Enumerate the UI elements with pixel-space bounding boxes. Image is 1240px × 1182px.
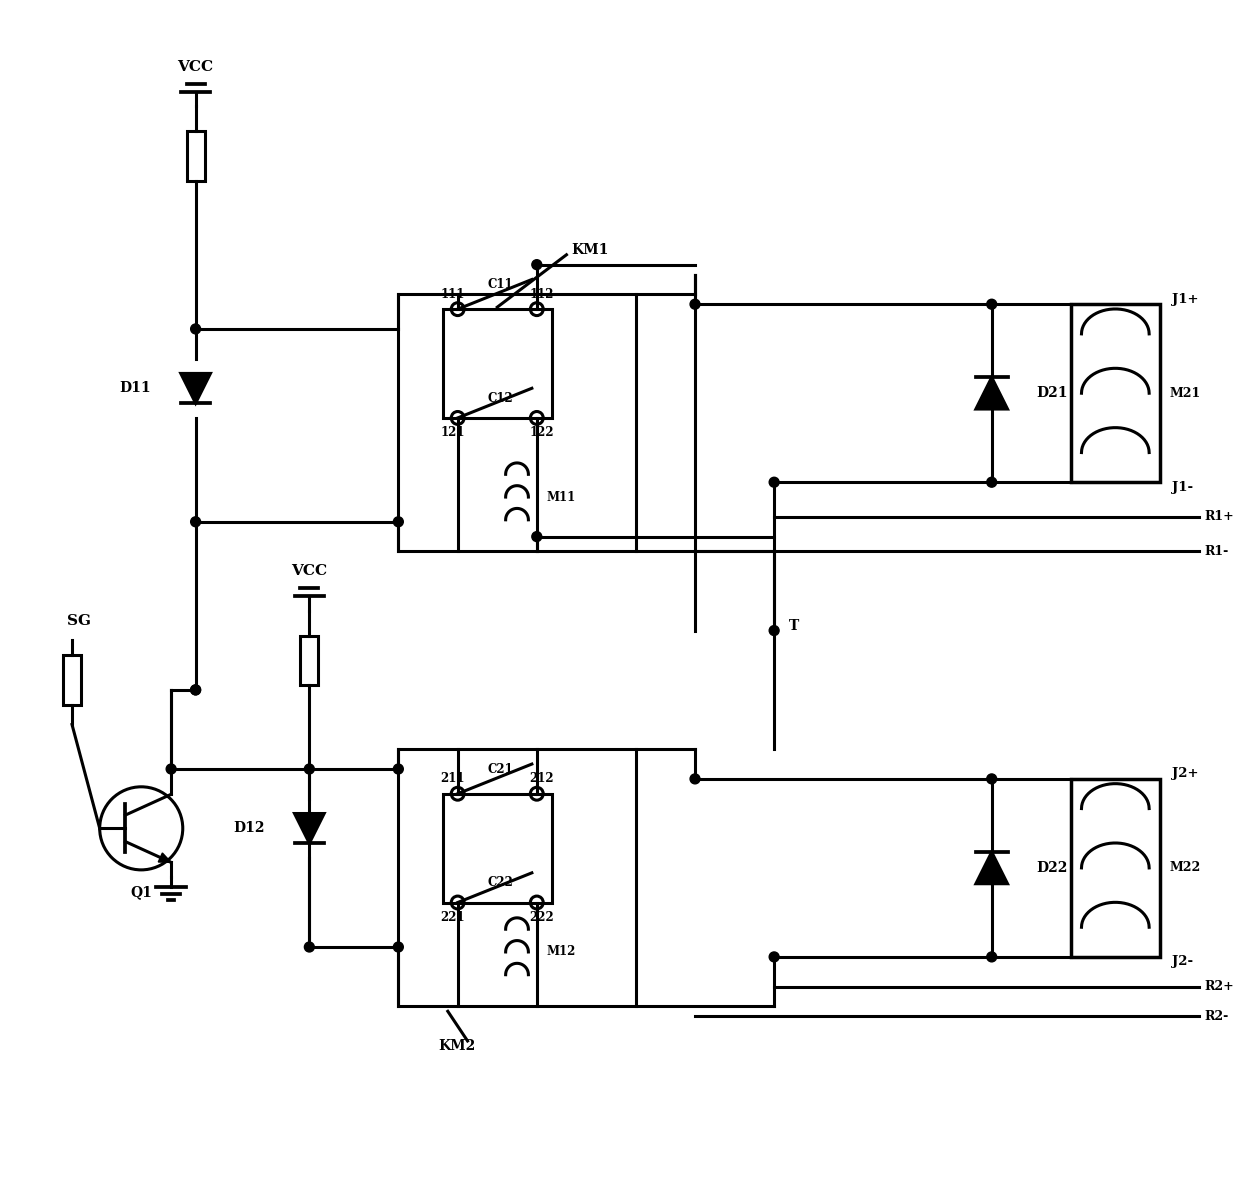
Text: KM1: KM1 bbox=[572, 242, 609, 256]
Text: Q1: Q1 bbox=[130, 885, 153, 900]
Text: J1+: J1+ bbox=[1172, 293, 1198, 306]
Circle shape bbox=[304, 764, 314, 774]
Circle shape bbox=[691, 299, 699, 310]
Text: 222: 222 bbox=[529, 911, 554, 924]
Text: D11: D11 bbox=[119, 382, 151, 395]
Polygon shape bbox=[181, 374, 211, 403]
Text: 121: 121 bbox=[440, 427, 465, 440]
Circle shape bbox=[769, 478, 779, 487]
Text: C21: C21 bbox=[487, 762, 513, 775]
Text: R1-: R1- bbox=[1204, 545, 1229, 558]
Text: 122: 122 bbox=[529, 427, 554, 440]
Circle shape bbox=[769, 625, 779, 636]
Text: M11: M11 bbox=[547, 491, 575, 504]
Text: J1-: J1- bbox=[1172, 481, 1193, 494]
Text: 112: 112 bbox=[529, 288, 554, 301]
Text: KM2: KM2 bbox=[438, 1039, 475, 1053]
Text: C11: C11 bbox=[487, 278, 513, 291]
Circle shape bbox=[393, 942, 403, 952]
Bar bbox=[300, 636, 319, 684]
Bar bbox=[1071, 304, 1159, 482]
Text: VCC: VCC bbox=[177, 60, 213, 73]
Circle shape bbox=[987, 952, 997, 962]
Circle shape bbox=[691, 774, 699, 784]
Circle shape bbox=[393, 764, 403, 774]
Circle shape bbox=[987, 478, 997, 487]
Circle shape bbox=[191, 324, 201, 333]
Text: 111: 111 bbox=[440, 288, 465, 301]
Text: D21: D21 bbox=[1037, 387, 1068, 401]
Circle shape bbox=[769, 952, 779, 962]
Text: C12: C12 bbox=[487, 391, 513, 404]
Circle shape bbox=[191, 684, 201, 695]
Polygon shape bbox=[976, 377, 1008, 409]
Bar bbox=[63, 655, 81, 704]
Text: C22: C22 bbox=[487, 876, 513, 889]
Circle shape bbox=[166, 764, 176, 774]
Text: 221: 221 bbox=[440, 911, 465, 924]
Bar bbox=[398, 749, 636, 1006]
Bar bbox=[1071, 779, 1159, 957]
Text: VCC: VCC bbox=[291, 564, 327, 578]
Polygon shape bbox=[976, 852, 1008, 884]
Text: R1+: R1+ bbox=[1204, 511, 1234, 524]
Text: 211: 211 bbox=[440, 772, 465, 785]
Polygon shape bbox=[295, 813, 324, 843]
Circle shape bbox=[987, 774, 997, 784]
Text: 212: 212 bbox=[529, 772, 554, 785]
Bar bbox=[443, 794, 552, 903]
Text: M22: M22 bbox=[1169, 862, 1202, 875]
Text: R2-: R2- bbox=[1204, 1009, 1229, 1022]
Text: R2+: R2+ bbox=[1204, 980, 1234, 993]
Circle shape bbox=[191, 517, 201, 527]
Text: D12: D12 bbox=[233, 821, 265, 836]
Circle shape bbox=[191, 684, 201, 695]
Circle shape bbox=[532, 532, 542, 541]
Bar bbox=[443, 310, 552, 418]
Circle shape bbox=[987, 299, 997, 310]
Circle shape bbox=[532, 260, 542, 269]
Text: T: T bbox=[789, 618, 800, 632]
Text: J2-: J2- bbox=[1172, 955, 1193, 968]
Circle shape bbox=[304, 942, 314, 952]
Text: M21: M21 bbox=[1169, 387, 1202, 400]
Text: SG: SG bbox=[67, 613, 91, 628]
Text: D22: D22 bbox=[1037, 860, 1068, 875]
Text: M12: M12 bbox=[547, 946, 577, 959]
Polygon shape bbox=[159, 853, 171, 863]
Bar bbox=[187, 131, 205, 181]
Bar bbox=[398, 294, 636, 552]
Circle shape bbox=[393, 517, 403, 527]
Text: J2+: J2+ bbox=[1172, 767, 1198, 780]
